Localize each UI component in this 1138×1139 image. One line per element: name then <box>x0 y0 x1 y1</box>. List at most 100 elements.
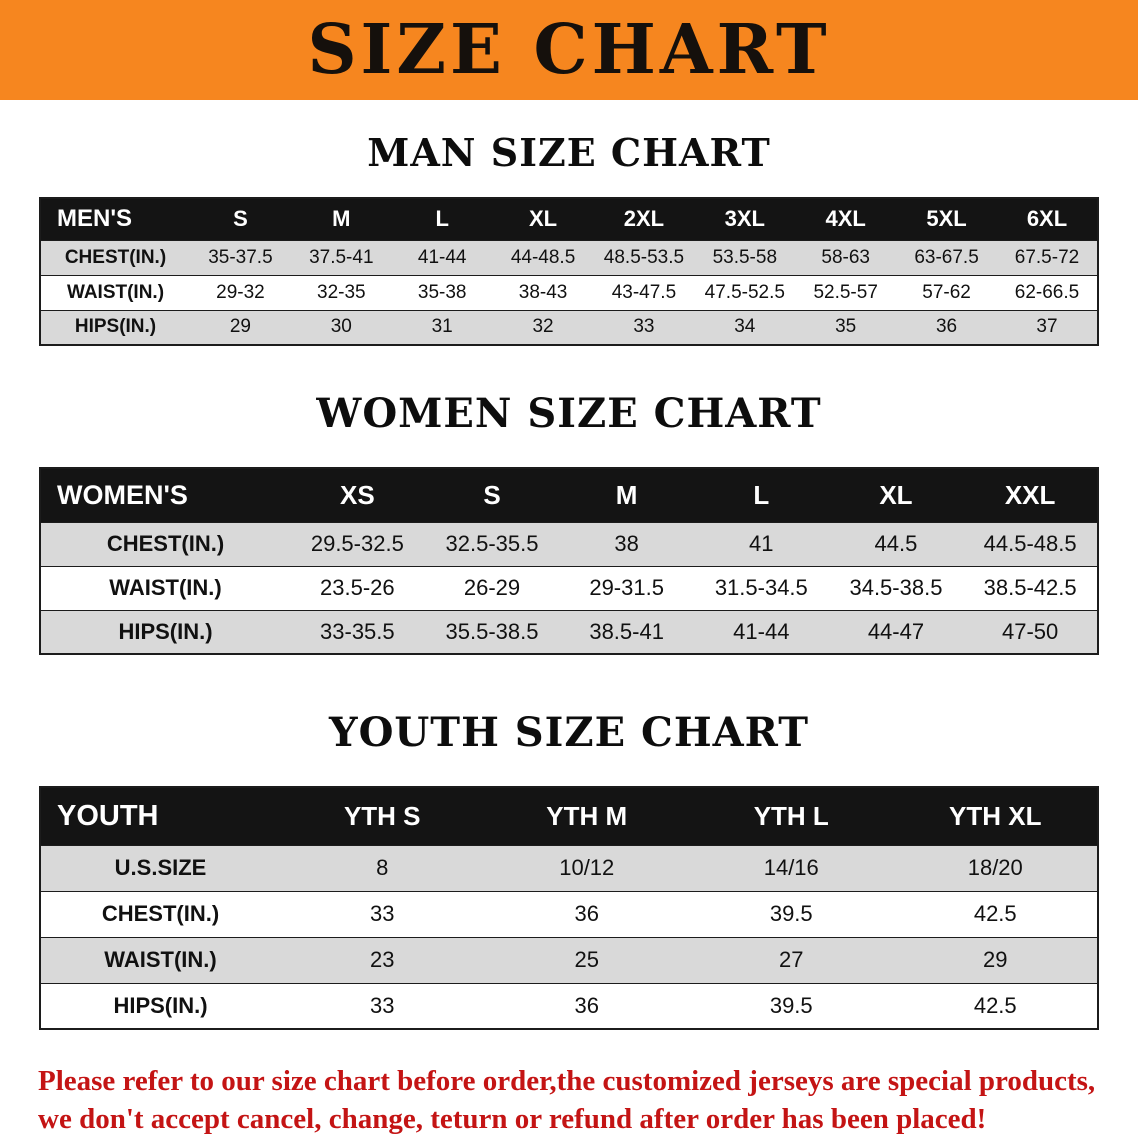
header-cell: 4XL <box>795 198 897 240</box>
row-label: CHEST(IN.) <box>40 521 290 567</box>
data-cell: 37 <box>997 309 1098 346</box>
data-cell: 33 <box>593 309 695 346</box>
youth-size-table: YOUTH YTH S YTH M YTH L YTH XL U.S.SIZE … <box>39 786 1099 1030</box>
title-banner: SIZE CHART <box>0 0 1138 100</box>
data-cell: 31 <box>391 309 493 346</box>
data-cell: 44.5 <box>828 521 964 567</box>
data-cell: 32-35 <box>290 274 392 311</box>
data-cell: 26-29 <box>424 565 560 611</box>
header-cell: YTH S <box>280 787 485 845</box>
data-cell: 36 <box>484 982 689 1030</box>
header-cell: XL <box>492 198 594 240</box>
data-cell: 33-35.5 <box>290 609 425 655</box>
disclaimer-note: Please refer to our size chart before or… <box>0 1062 1138 1139</box>
table-row-hips: HIPS(IN.) 33 36 39.5 42.5 <box>40 982 1098 1030</box>
data-cell: 36 <box>896 309 997 346</box>
data-cell: 33 <box>280 890 485 938</box>
data-cell: 39.5 <box>689 890 894 938</box>
data-cell: 31.5-34.5 <box>693 565 829 611</box>
row-label: CHEST(IN.) <box>40 239 190 276</box>
data-cell: 44.5-48.5 <box>963 521 1098 567</box>
header-cell: S <box>190 198 291 240</box>
data-cell: 29-32 <box>190 274 291 311</box>
header-cell: L <box>693 468 829 522</box>
page-title: SIZE CHART <box>307 10 831 90</box>
data-cell: 42.5 <box>893 982 1098 1030</box>
data-cell: 63-67.5 <box>896 239 997 276</box>
data-cell: 29.5-32.5 <box>290 521 425 567</box>
section-title-men: MAN SIZE CHART <box>367 130 771 175</box>
table-row-chest: CHEST(IN.) 29.5-32.5 32.5-35.5 38 41 44.… <box>40 521 1098 567</box>
data-cell: 14/16 <box>689 844 894 892</box>
row-label: HIPS(IN.) <box>40 609 290 655</box>
table-row-ussize: U.S.SIZE 8 10/12 14/16 18/20 <box>40 844 1098 892</box>
data-cell: 44-47 <box>828 609 964 655</box>
data-cell: 38.5-41 <box>559 609 694 655</box>
men-size-table: MEN'S S M L XL 2XL 3XL 4XL 5XL 6XL CHEST… <box>39 197 1099 346</box>
data-cell: 34 <box>694 309 796 346</box>
header-cell: XS <box>290 468 425 522</box>
row-label: HIPS(IN.) <box>40 982 280 1030</box>
data-cell: 30 <box>290 309 392 346</box>
header-cell: 3XL <box>694 198 796 240</box>
table-row-waist: WAIST(IN.) 29-32 32-35 35-38 38-43 43-47… <box>40 274 1098 311</box>
header-cell: YTH M <box>484 787 689 845</box>
table-corner-label: WOMEN'S <box>40 468 290 522</box>
table-row-waist: WAIST(IN.) 23 25 27 29 <box>40 936 1098 984</box>
disclaimer-line-1: Please refer to our size chart before or… <box>38 1065 1096 1097</box>
data-cell: 41 <box>693 521 829 567</box>
data-cell: 47.5-52.5 <box>694 274 796 311</box>
data-cell: 29-31.5 <box>559 565 694 611</box>
women-header-row: WOMEN'S XS S M L XL XXL <box>40 468 1098 522</box>
data-cell: 36 <box>484 890 689 938</box>
section-title-women: WOMEN SIZE CHART <box>316 390 822 437</box>
data-cell: 35 <box>795 309 897 346</box>
data-cell: 29 <box>190 309 291 346</box>
header-cell: M <box>559 468 694 522</box>
header-cell: 2XL <box>593 198 695 240</box>
data-cell: 29 <box>893 936 1098 984</box>
data-cell: 35.5-38.5 <box>424 609 560 655</box>
header-cell: YTH XL <box>893 787 1098 845</box>
row-label: U.S.SIZE <box>40 844 280 892</box>
data-cell: 32 <box>492 309 594 346</box>
row-label: WAIST(IN.) <box>40 565 290 611</box>
row-label: WAIST(IN.) <box>40 274 190 311</box>
table-row-chest: CHEST(IN.) 33 36 39.5 42.5 <box>40 890 1098 938</box>
header-cell: XXL <box>963 468 1098 522</box>
table-row-hips: HIPS(IN.) 33-35.5 35.5-38.5 38.5-41 41-4… <box>40 609 1098 655</box>
data-cell: 43-47.5 <box>593 274 695 311</box>
data-cell: 8 <box>280 844 485 892</box>
data-cell: 27 <box>689 936 894 984</box>
disclaimer-line-2: we don't accept cancel, change, teturn o… <box>38 1103 987 1136</box>
data-cell: 35-38 <box>391 274 493 311</box>
data-cell: 62-66.5 <box>997 274 1098 311</box>
data-cell: 47-50 <box>963 609 1098 655</box>
data-cell: 53.5-58 <box>694 239 796 276</box>
data-cell: 25 <box>484 936 689 984</box>
data-cell: 38-43 <box>492 274 594 311</box>
men-header-row: MEN'S S M L XL 2XL 3XL 4XL 5XL 6XL <box>40 198 1098 240</box>
data-cell: 39.5 <box>689 982 894 1030</box>
data-cell: 44-48.5 <box>492 239 594 276</box>
table-corner-label: YOUTH <box>40 787 280 845</box>
data-cell: 57-62 <box>896 274 997 311</box>
women-size-table: WOMEN'S XS S M L XL XXL CHEST(IN.) 29.5-… <box>39 467 1099 655</box>
header-cell: YTH L <box>689 787 894 845</box>
data-cell: 41-44 <box>693 609 829 655</box>
header-cell: XL <box>828 468 964 522</box>
table-corner-label: MEN'S <box>40 198 190 240</box>
data-cell: 42.5 <box>893 890 1098 938</box>
header-cell: M <box>290 198 392 240</box>
data-cell: 67.5-72 <box>997 239 1098 276</box>
youth-header-row: YOUTH YTH S YTH M YTH L YTH XL <box>40 787 1098 845</box>
data-cell: 18/20 <box>893 844 1098 892</box>
table-row-waist: WAIST(IN.) 23.5-26 26-29 29-31.5 31.5-34… <box>40 565 1098 611</box>
data-cell: 58-63 <box>795 239 897 276</box>
data-cell: 33 <box>280 982 485 1030</box>
data-cell: 37.5-41 <box>290 239 392 276</box>
data-cell: 41-44 <box>391 239 493 276</box>
row-label: CHEST(IN.) <box>40 890 280 938</box>
data-cell: 35-37.5 <box>190 239 291 276</box>
data-cell: 23 <box>280 936 485 984</box>
